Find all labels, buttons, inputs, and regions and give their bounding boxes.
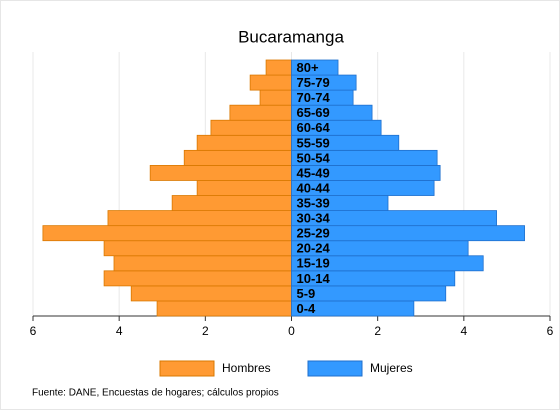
bar	[259, 89, 292, 106]
age-label: 75-79	[297, 75, 330, 90]
bar	[291, 59, 339, 76]
bar	[210, 119, 292, 136]
bar	[149, 165, 292, 181]
x-tick-label: 6	[30, 324, 37, 338]
age-label: 40-44	[297, 180, 331, 195]
age-label: 25-29	[297, 226, 330, 241]
bar	[130, 285, 292, 302]
bar	[249, 74, 292, 91]
age-label: 15-19	[297, 256, 330, 271]
bar	[107, 210, 292, 227]
age-label: 10-14	[297, 271, 331, 286]
legend-swatch	[159, 360, 215, 377]
bar	[229, 104, 292, 121]
legend-label: Hombres	[222, 361, 271, 375]
age-label: 30-34	[297, 211, 331, 226]
bar	[113, 255, 292, 272]
x-tick-label: 2	[202, 324, 209, 338]
age-label: 45-49	[297, 165, 330, 180]
bar	[103, 240, 292, 257]
bar	[156, 300, 292, 317]
legend-swatch	[307, 360, 363, 377]
age-label: 70-74	[297, 90, 331, 105]
age-label: 35-39	[297, 195, 330, 210]
age-label: 20-24	[297, 241, 331, 256]
age-label: 65-69	[297, 105, 330, 120]
chart-title: Bucaramanga	[238, 27, 344, 46]
bar	[196, 134, 292, 151]
legend-label: Mujeres	[370, 361, 413, 375]
bar	[196, 180, 292, 196]
bar	[103, 270, 292, 287]
x-tick-label: 0	[288, 324, 295, 338]
age-label: 50-54	[297, 150, 331, 165]
bar	[183, 149, 292, 166]
age-label: 0-4	[297, 301, 317, 316]
bar	[265, 59, 292, 76]
age-label: 60-64	[297, 120, 331, 135]
x-tick-label: 4	[460, 324, 467, 338]
bar	[171, 195, 292, 211]
bar	[291, 210, 497, 227]
bar	[42, 225, 292, 242]
age-label: 55-59	[297, 135, 330, 150]
x-tick-label: 4	[116, 324, 123, 338]
footnote: Fuente: DANE, Encuestas de hogares; cálc…	[32, 388, 279, 399]
x-tick-label: 2	[374, 324, 381, 338]
age-label: 5-9	[297, 286, 316, 301]
x-tick-label: 6	[547, 324, 554, 338]
age-label: 80+	[297, 60, 319, 75]
